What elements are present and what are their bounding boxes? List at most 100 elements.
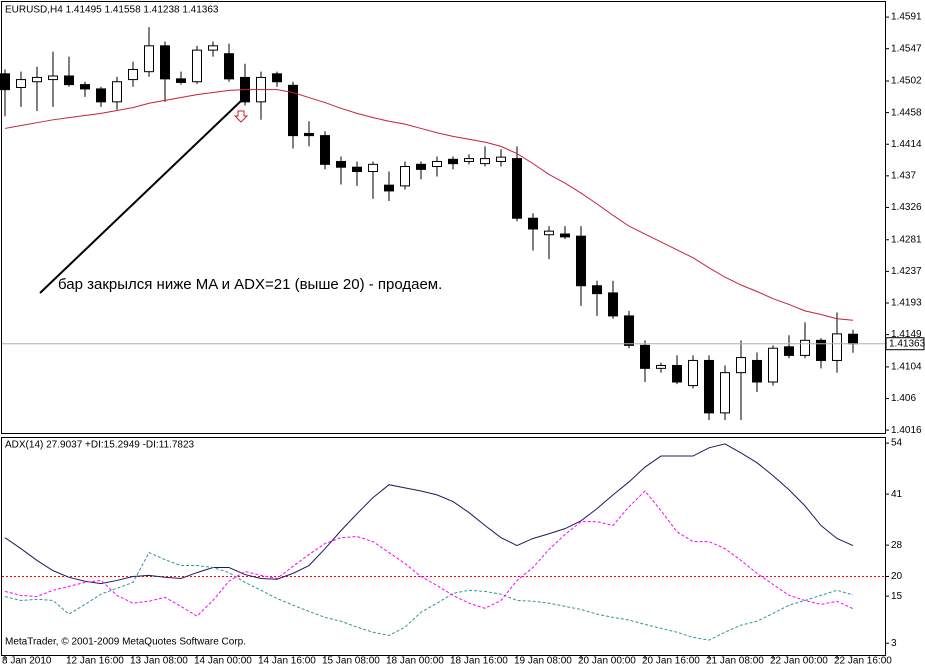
candle-body: [816, 339, 826, 361]
y-tick-label: 1.4237: [891, 266, 922, 277]
indicator-line: [4, 443, 854, 585]
candle-body: [64, 75, 74, 86]
x-tick-label: 15 Jan 08:00: [322, 656, 380, 667]
y-tick-label: 1.4104: [891, 362, 922, 373]
current-price-label: 1.41363: [889, 338, 925, 349]
y-tick-label: 1.406: [891, 393, 916, 404]
candle-body: [544, 230, 554, 236]
candle-body: [96, 88, 106, 103]
candle-body: [176, 78, 186, 83]
indicator-title: ADX(14) 27.9037 +DI:15.2949 -DI:11.7823: [5, 440, 195, 451]
candle-body: [608, 292, 618, 317]
candle-body: [352, 166, 362, 173]
x-tick-label: 20 Jan 16:00: [642, 656, 700, 667]
candle-body: [480, 158, 490, 165]
candle-body: [624, 315, 634, 346]
candle-body: [656, 364, 666, 369]
candle-body: [704, 359, 714, 414]
indicator-line: [4, 551, 854, 641]
indicator-line: [4, 490, 854, 617]
candle-body: [832, 333, 842, 361]
candle-body: [576, 235, 586, 287]
x-tick-label: 19 Jan 08:00: [514, 656, 572, 667]
candle-body: [560, 233, 570, 238]
y-tick-label: 28: [891, 540, 903, 551]
y-tick-label: 1.4591: [891, 12, 922, 23]
price-panel: [1, 1, 886, 434]
annotation: бар закрылся ниже MA и ADX=21 (выше 20) …: [58, 276, 442, 293]
chart-title: EURUSD,H4 1.41495 1.41558 1.41238 1.4136…: [5, 5, 219, 16]
y-tick-label: 1.4458: [891, 107, 922, 118]
candle-body: [784, 346, 794, 356]
candle-body: [384, 184, 394, 192]
candle-body: [80, 84, 90, 90]
candle-body: [336, 160, 346, 168]
footer: MetaTrader, © 2001-2009 MetaQuotes Softw…: [5, 637, 246, 648]
x-tick-label: 18 Jan 00:00: [386, 656, 444, 667]
y-tick-label: 20: [891, 571, 903, 582]
x-tick-label: 13 Jan 08:00: [130, 656, 188, 667]
candle-body: [16, 79, 26, 88]
current-price-box: [885, 337, 925, 351]
y-tick-label: 1.4414: [891, 139, 922, 150]
y-tick-label: 1.4281: [891, 234, 922, 245]
candle-body: [672, 364, 682, 383]
y-tick-label: 1.4193: [891, 298, 922, 309]
candle-body: [144, 45, 154, 73]
x-tick-label: 22 Jan 16:00: [834, 656, 892, 667]
candle-body: [688, 359, 698, 387]
candle-body: [592, 285, 602, 295]
candle-body: [288, 84, 298, 137]
candle-body: [512, 158, 522, 219]
moving-average: [4, 89, 854, 321]
x-tick-label: 12 Jan 16:00: [66, 656, 124, 667]
x-tick-label: 22 Jan 00:00: [770, 656, 828, 667]
sell-marker: [233, 110, 249, 123]
y-tick-label: 1.4016: [891, 425, 922, 436]
candle-body: [432, 160, 442, 167]
candle-body: [736, 357, 746, 374]
candle-body: [320, 135, 330, 165]
y-tick-label: 1.437: [891, 170, 916, 181]
y-tick-label: 54: [891, 438, 903, 449]
x-tick-label: 21 Jan 08:00: [706, 656, 764, 667]
y-tick-label: 15: [891, 591, 903, 602]
candle-body: [32, 76, 42, 83]
annotation-arrow: [39, 99, 243, 294]
candle-body: [464, 158, 474, 162]
candle-body: [416, 163, 426, 170]
y-tick-label: 1.4547: [891, 43, 922, 54]
candle-body: [0, 73, 10, 91]
candle-body: [528, 217, 538, 230]
x-tick-label: 8 Jan 2010: [2, 656, 52, 667]
y-tick-label: 3: [891, 638, 897, 649]
y-tick-label: 1.4326: [891, 202, 922, 213]
candle-body: [496, 156, 506, 162]
candle-body: [640, 344, 650, 369]
x-tick-label: 14 Jan 16:00: [258, 656, 316, 667]
candle-body: [192, 49, 202, 83]
x-tick-label: 20 Jan 00:00: [578, 656, 636, 667]
candle-body: [160, 45, 170, 80]
candle-body: [848, 333, 858, 345]
x-tick-label: 14 Jan 00:00: [194, 656, 252, 667]
candle-body: [448, 158, 458, 165]
candle-body: [208, 45, 218, 51]
candle-body: [400, 165, 410, 187]
x-tick-label: 18 Jan 16:00: [450, 656, 508, 667]
candle-body: [112, 81, 122, 103]
candle-body: [720, 372, 730, 414]
y-tick-label: 1.4149: [891, 329, 922, 340]
candle-body: [800, 339, 810, 356]
candle-body: [48, 75, 58, 81]
y-tick-label: 1.4502: [891, 76, 922, 87]
candle-body: [368, 163, 378, 173]
candle-body: [768, 347, 778, 383]
candle-body: [304, 132, 314, 137]
candle-body: [272, 73, 282, 83]
y-tick-label: 41: [891, 489, 903, 500]
candle-body: [224, 53, 234, 80]
indicator-panel: [1, 437, 886, 656]
